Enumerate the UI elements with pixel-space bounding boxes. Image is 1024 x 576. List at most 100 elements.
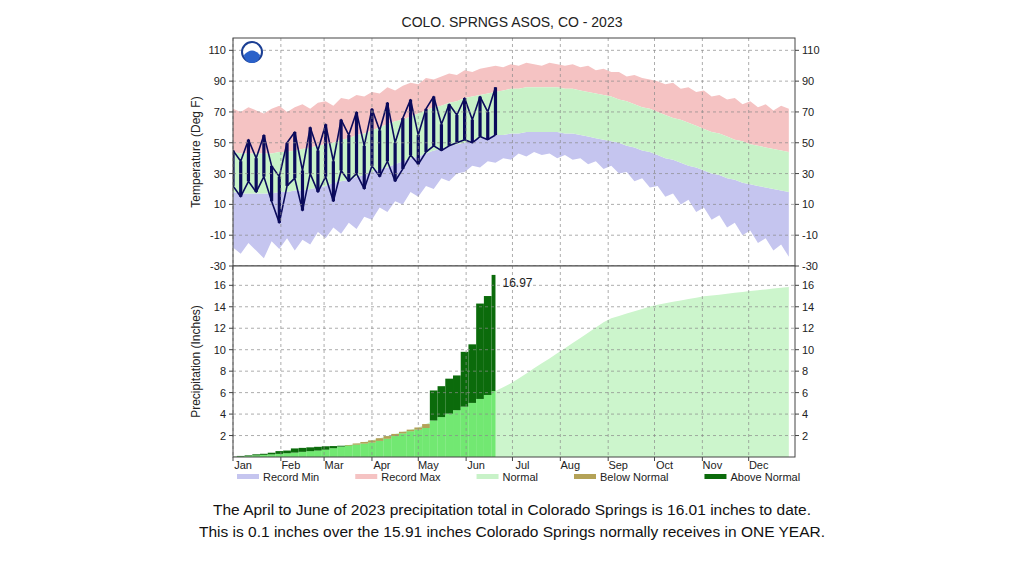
x-tick [371,457,372,461]
x-tick-label: Dec [749,459,769,471]
y-tick-label: 10 [214,344,226,356]
temperature-bar [239,161,242,196]
observed-fill [453,410,461,457]
observed-fill [492,391,496,457]
grid-line [748,266,749,457]
temperature-bar [478,97,481,137]
observed-fill [438,417,446,457]
y-tick-label: 12 [214,322,226,334]
y-tick [229,204,233,205]
grid-line [608,38,609,266]
grid-line [233,349,795,350]
temperature-bar [394,143,397,182]
temperature-bar [247,140,250,182]
y-tick [795,392,799,393]
observed-fill [337,447,345,457]
grid-line [702,266,703,457]
y-tick-label: -10 [210,229,226,241]
y-tick-label: 8 [802,365,808,377]
y-tick [795,50,799,51]
temperature-bar [455,115,458,143]
departure-bar [461,352,469,407]
temperature-bar [494,87,497,135]
temperature-bar [378,130,381,176]
grid-line [466,38,467,266]
observed-fill [322,450,330,457]
temperature-bar [448,104,451,146]
observed-fill [484,395,492,457]
observed-fill [306,451,314,457]
departure-bar [438,386,446,417]
y-tick [229,349,233,350]
x-tick-label: May [418,459,439,471]
plot-data [233,63,789,259]
grid-line [233,50,795,51]
legend-swatch [574,474,596,479]
y-axis-label: Precipitation (Inches) [189,305,203,418]
y-tick [795,306,799,307]
grid-line [702,38,703,266]
temperature-bar [471,120,474,143]
grid-line [233,235,795,236]
grid-line [233,204,795,205]
grid-line [233,414,795,415]
y-tick-label: 14 [214,301,226,313]
y-tick [795,81,799,82]
y-tick [229,142,233,143]
grid-line [654,38,655,266]
y-tick-label: 110 [208,44,226,56]
grid-line [233,392,795,393]
observed-fill [283,453,291,457]
area-band [233,87,789,193]
departure-bar [430,390,438,420]
departure-bar [322,446,330,449]
temperature-bar [401,118,404,169]
departure-bar [422,424,430,428]
y-tick [229,173,233,174]
observed-fill [476,399,484,457]
y-tick-label: 12 [802,322,814,334]
y-tick-label: 16 [214,279,226,291]
departure-bar [291,448,299,452]
grid-line [233,173,795,174]
temperature-bar [316,150,319,192]
y-tick-label: 10 [802,344,814,356]
area-band [233,287,789,457]
temperature-bar [363,146,366,189]
legend-label: Above Normal [730,471,800,483]
y-tick-label: 2 [802,430,808,442]
y-tick-label: 30 [214,168,226,180]
temperature-bar [463,98,466,140]
observed-fill [314,451,322,457]
departure-bar [337,445,345,447]
y-tick [795,414,799,415]
x-tick-label: Sep [608,459,628,471]
legend-label: Below Normal [600,471,668,483]
grid-line [418,38,419,266]
y-tick [229,414,233,415]
temperature-bar [486,112,489,140]
annotation: 16.97 [502,276,532,290]
grid-line [512,266,513,457]
y-tick-label: 2 [220,430,226,442]
grid-line [233,81,795,82]
caption-line: This is 0.1 inches over the 15.91 inches… [199,523,825,540]
observed-fill [468,403,476,457]
y-tick-label: 90 [802,75,814,87]
plot-background [233,38,795,266]
temperature-bar [255,158,258,192]
y-tick-label: 70 [802,106,814,118]
y-tick-label: 14 [802,301,814,313]
grid-line [512,38,513,266]
legend-label: Record Min [263,471,319,483]
departure-bar [330,446,338,448]
high-line [233,87,495,176]
grid-line [418,266,419,457]
departure-bar [468,344,476,403]
grid-line [280,38,281,266]
logo-wave [244,51,260,64]
legend-label: Record Max [381,471,441,483]
observed-fill [360,444,368,457]
y-tick [229,266,233,267]
y-tick-label: -30 [802,260,818,272]
